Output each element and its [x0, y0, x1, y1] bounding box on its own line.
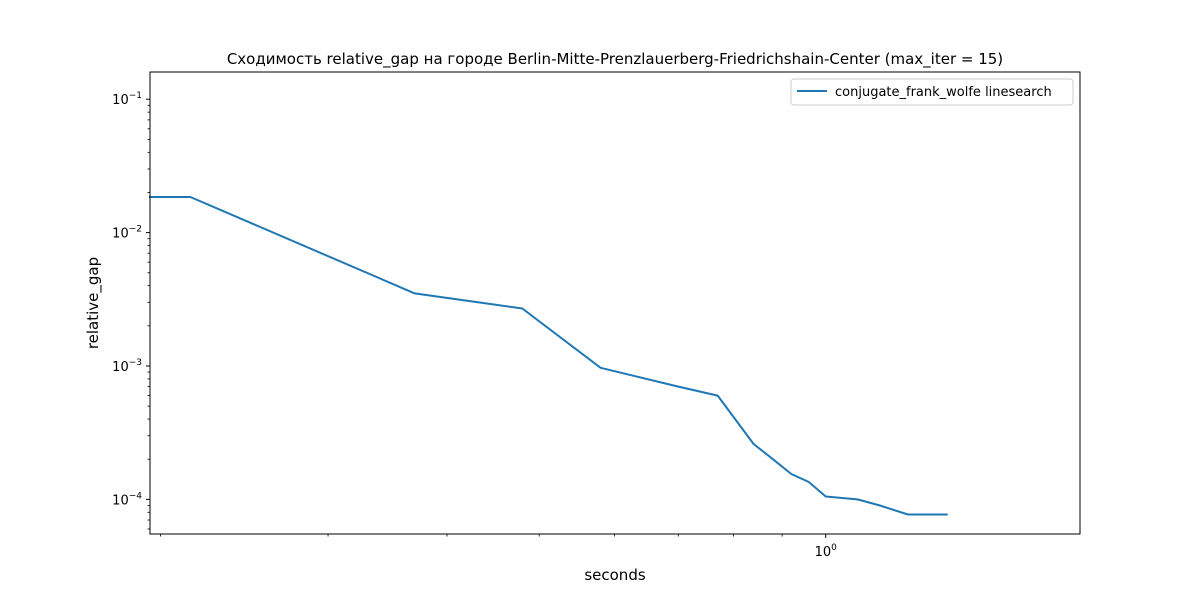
x-tick-label-0-base: 10: [815, 545, 832, 560]
y-tick-label-2: 10−3: [112, 358, 142, 375]
y-tick-label-0-base: 10: [112, 93, 129, 108]
y-tick-label-3-exponent: −4: [129, 491, 143, 501]
series-line-0: [149, 196, 948, 516]
chart-title: Сходимость relative_gap на городе Berlin…: [227, 50, 1003, 69]
legend: conjugate_frank_wolfe linesearch: [790, 78, 1074, 106]
y-tick-label-3-base: 10: [112, 493, 129, 508]
y-tick-label-1-exponent: −2: [129, 225, 142, 235]
y-tick-label-0-exponent: −1: [129, 91, 142, 101]
x-tick-label-0-exponent: 0: [831, 543, 837, 553]
y-tick-label-2-exponent: −3: [129, 358, 142, 368]
plot-background: [150, 72, 1080, 534]
y-tick-label-3: 10−4: [112, 491, 142, 508]
y-tick-label-1: 10−2: [112, 225, 142, 242]
legend-label: conjugate_frank_wolfe linesearch: [835, 85, 1052, 100]
y-tick-label-0: 10−1: [112, 91, 142, 108]
y-tick-label-2-base: 10: [112, 360, 129, 375]
series-group: [149, 196, 948, 516]
y-axis-label: relative_gap: [84, 257, 103, 349]
legend-box: [790, 78, 1074, 106]
y-tick-label-1-base: 10: [112, 227, 129, 242]
x-axis-label: seconds: [584, 566, 645, 584]
y-ticks: 10−110−210−310−4: [112, 91, 150, 530]
plot-frame: [149, 71, 1081, 535]
x-tick-label-0: 100: [815, 543, 838, 560]
x-ticks: 100: [815, 534, 838, 560]
